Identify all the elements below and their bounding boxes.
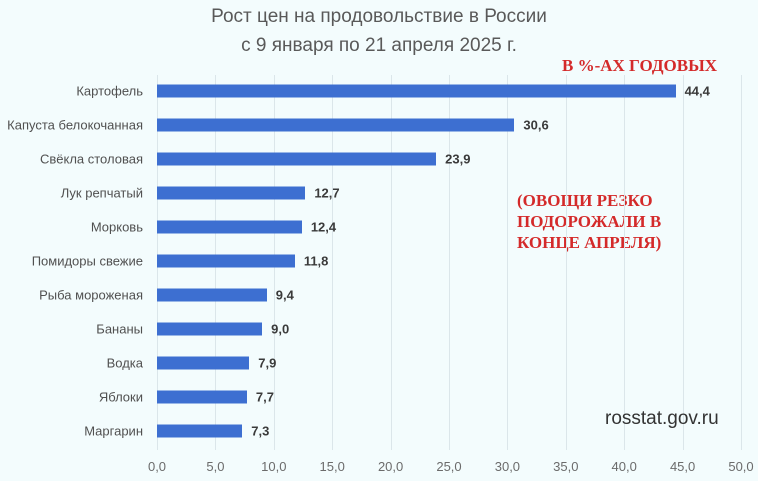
value-label: 12,7 — [314, 185, 340, 201]
note-line: ПОДОРОЖАЛИ В — [517, 212, 662, 231]
category-label: Водка — [106, 355, 143, 371]
chart-title-line-1: Рост цен на продовольствие в России — [211, 6, 547, 27]
bar — [157, 390, 247, 404]
bar — [157, 84, 676, 98]
gridline — [741, 75, 742, 450]
category-label: Помидоры свежие — [31, 253, 143, 269]
value-label: 30,6 — [523, 117, 549, 133]
value-label: 9,4 — [275, 287, 294, 303]
value-label: 23,9 — [445, 151, 471, 167]
chart-title-line-2: с 9 января по 21 апреля 2025 г. — [241, 35, 517, 56]
units-annotation: В %-АХ ГОДОВЫХ — [562, 56, 718, 75]
category-label: Морковь — [90, 219, 143, 235]
note-line: (ОВОЩИ РЕЗКО — [517, 191, 653, 210]
x-tick-label: 15,0 — [319, 459, 345, 474]
category-label: Капуста белокочанная — [7, 117, 143, 133]
value-label: 7,9 — [258, 355, 277, 371]
bar — [157, 254, 295, 268]
value-label: 9,0 — [271, 321, 290, 337]
bar — [157, 322, 263, 336]
x-tick-label: 5,0 — [206, 459, 225, 474]
x-tick-label: 20,0 — [377, 459, 404, 474]
bar — [157, 424, 243, 438]
value-label: 7,7 — [255, 389, 274, 405]
x-tick-label: 25,0 — [436, 459, 462, 474]
x-tick-label: 0,0 — [147, 459, 167, 474]
note-line: КОНЦЕ АПРЕЛЯ) — [517, 233, 662, 252]
bar — [157, 288, 267, 302]
category-label: Яблоки — [98, 389, 143, 405]
value-label: 11,8 — [303, 253, 329, 269]
note-annotation: (ОВОЩИ РЕЗКО ПОДОРОЖАЛИ В КОНЦЕ АПРЕЛЯ) — [517, 190, 661, 253]
x-tick-label: 40,0 — [611, 459, 637, 474]
gridline — [332, 75, 334, 450]
value-label: 7,3 — [251, 423, 270, 439]
x-tick-label: 45,0 — [669, 459, 696, 474]
category-label: Картофель — [76, 83, 143, 99]
x-tick-label: 30,0 — [494, 459, 521, 474]
category-label: Свёкла столовая — [39, 151, 143, 167]
bar — [157, 118, 515, 132]
gridline — [682, 75, 684, 450]
bar — [157, 152, 437, 166]
value-label: 44,4 — [684, 83, 710, 99]
category-label: Лук репчатый — [60, 185, 143, 201]
bar — [157, 220, 302, 234]
gridline — [507, 75, 509, 450]
x-tick-label: 10,0 — [261, 459, 287, 474]
value-label: 12,4 — [310, 219, 337, 235]
bar — [157, 356, 250, 370]
gridline — [449, 75, 450, 450]
bar — [157, 186, 306, 200]
category-label: Рыба мороженая — [39, 287, 143, 303]
x-tick-label: 50,0 — [728, 459, 754, 474]
gridline — [565, 75, 567, 450]
gridline — [390, 75, 392, 450]
category-label: Маргарин — [84, 423, 143, 439]
category-label: Бананы — [96, 321, 143, 337]
source-label: rosstat.gov.ru — [605, 408, 719, 429]
x-tick-label: 35,0 — [553, 459, 579, 474]
gridline — [624, 75, 626, 450]
